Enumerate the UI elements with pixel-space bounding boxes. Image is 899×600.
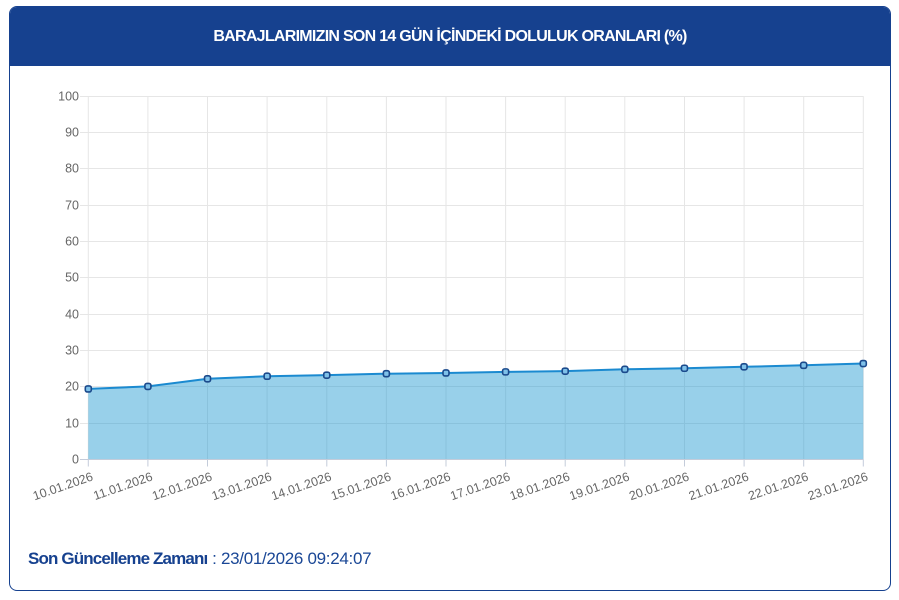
svg-text:0: 0 [72, 453, 79, 467]
svg-text:18.01.2026: 18.01.2026 [508, 470, 572, 504]
svg-text:70: 70 [65, 199, 79, 213]
svg-text:60: 60 [65, 235, 79, 249]
svg-text:50: 50 [65, 271, 79, 285]
svg-text:100: 100 [58, 90, 79, 104]
svg-text:15.01.2026: 15.01.2026 [329, 470, 393, 504]
svg-text:10.01.2026: 10.01.2026 [31, 470, 95, 504]
svg-text:30: 30 [65, 344, 79, 358]
svg-text:10: 10 [65, 417, 79, 431]
svg-text:17.01.2026: 17.01.2026 [448, 470, 512, 504]
svg-text:23.01.2026: 23.01.2026 [806, 470, 870, 504]
svg-text:11.01.2026: 11.01.2026 [92, 470, 155, 503]
svg-text:14.01.2026: 14.01.2026 [270, 470, 334, 504]
svg-text:20.01.2026: 20.01.2026 [627, 470, 691, 504]
svg-text:16.01.2026: 16.01.2026 [389, 470, 453, 504]
svg-text:22.01.2026: 22.01.2026 [746, 470, 810, 504]
svg-text:40: 40 [65, 308, 79, 322]
svg-text:12.01.2026: 12.01.2026 [150, 470, 214, 504]
svg-text:80: 80 [65, 162, 79, 176]
svg-text:13.01.2026: 13.01.2026 [210, 470, 274, 504]
svg-text:90: 90 [65, 126, 79, 140]
svg-text:21.01.2026: 21.01.2026 [687, 470, 751, 504]
svg-text:20: 20 [65, 380, 79, 394]
svg-text:19.01.2026: 19.01.2026 [568, 470, 632, 504]
